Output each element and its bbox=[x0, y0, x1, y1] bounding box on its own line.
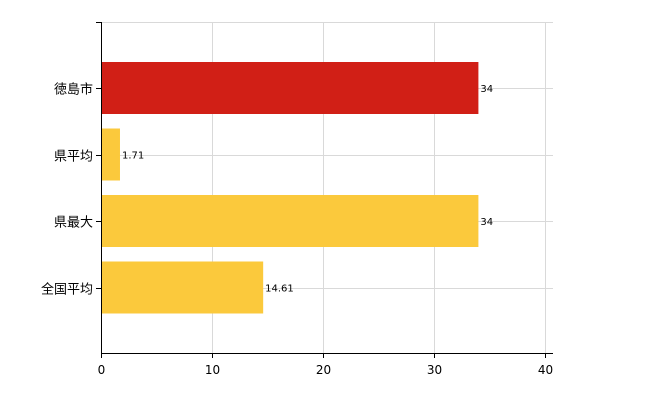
data-label: 14.61 bbox=[265, 284, 294, 295]
x-tick-label: 0 bbox=[98, 363, 106, 377]
x-tick-label: 20 bbox=[316, 363, 331, 377]
bar-1 bbox=[101, 62, 479, 114]
x-tick-label: 30 bbox=[427, 363, 442, 377]
x-tick-label: 10 bbox=[205, 363, 220, 377]
bar-2 bbox=[101, 128, 120, 181]
bar-layer bbox=[101, 62, 479, 314]
bar-3 bbox=[101, 195, 479, 247]
data-label: 1.71 bbox=[122, 151, 144, 162]
data-label: 34 bbox=[480, 217, 493, 228]
bar-4 bbox=[101, 261, 264, 314]
data-label: 34 bbox=[480, 84, 493, 95]
category-label: 県最大 bbox=[54, 216, 93, 231]
axis-layer bbox=[96, 22, 553, 358]
x-tick-label: 40 bbox=[538, 363, 553, 377]
category-label: 徳島市 bbox=[54, 82, 93, 98]
category-label: 県平均 bbox=[54, 150, 93, 165]
category-label: 全国平均 bbox=[41, 282, 93, 298]
